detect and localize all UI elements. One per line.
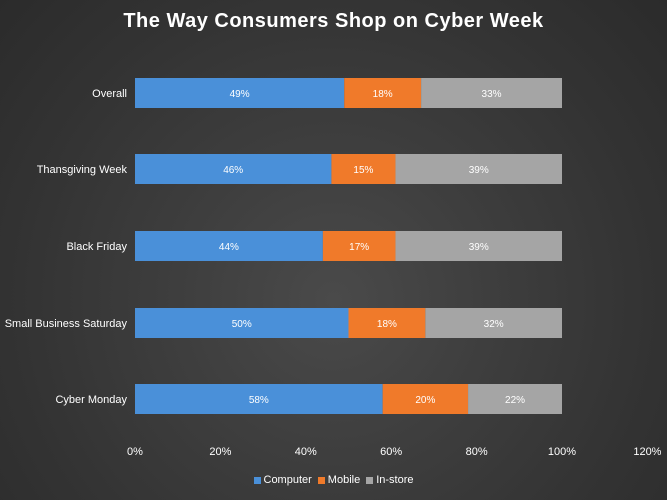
data-label: 32% — [484, 319, 504, 330]
category-label: Overall — [92, 88, 127, 100]
bar-segment-mobile — [382, 384, 469, 414]
legend-label: In-store — [376, 474, 414, 486]
data-label: 49% — [230, 89, 250, 100]
data-label: 18% — [373, 89, 393, 100]
category-label: Thansgiving Week — [37, 164, 128, 176]
legend-swatch — [253, 476, 261, 484]
legend-label: Mobile — [327, 474, 361, 486]
data-label: 20% — [415, 395, 435, 406]
bar-segment-in-store — [395, 154, 562, 184]
category-label: Cyber Monday — [55, 394, 127, 406]
legend-swatch — [366, 476, 374, 484]
x-tick-label: 80% — [466, 446, 488, 458]
data-label: 50% — [232, 319, 252, 330]
data-label: 39% — [469, 242, 489, 253]
legend-item-in-store: In-store — [366, 474, 414, 486]
chart-title: The Way Consumers Shop on Cyber Week — [123, 10, 544, 32]
data-label: 33% — [482, 89, 502, 100]
bar-segment-computer — [135, 308, 349, 338]
legend-item-mobile: Mobile — [317, 474, 361, 486]
bar-segment-computer — [135, 154, 332, 184]
x-tick-label: 20% — [209, 446, 231, 458]
data-label: 39% — [469, 165, 489, 176]
bar-segment-computer — [135, 384, 383, 414]
bar-segment-mobile — [344, 78, 422, 108]
bar-segment-mobile — [348, 308, 426, 338]
x-tick-label: 100% — [548, 446, 576, 458]
bar-segment-mobile — [322, 231, 396, 261]
bar-segment-mobile — [331, 154, 396, 184]
x-tick-label: 40% — [295, 446, 317, 458]
bar-segment-in-store — [421, 78, 562, 108]
data-label: 18% — [377, 319, 397, 330]
category-label: Small Business Saturday — [5, 318, 128, 330]
legend-item-computer: Computer — [253, 474, 312, 486]
x-tick-label: 60% — [380, 446, 402, 458]
bar-segment-in-store — [395, 231, 562, 261]
data-label: 17% — [349, 242, 369, 253]
x-tick-label: 120% — [633, 446, 661, 458]
data-label: 22% — [505, 395, 525, 406]
bar-segment-computer — [135, 78, 345, 108]
legend-swatch — [317, 476, 325, 484]
data-label: 15% — [353, 165, 373, 176]
x-tick-label: 0% — [127, 446, 143, 458]
legend: Computer Mobile In-store — [0, 474, 667, 486]
data-label: 44% — [219, 242, 239, 253]
legend-label: Computer — [263, 474, 312, 486]
data-label: 46% — [223, 165, 243, 176]
category-label: Black Friday — [66, 241, 127, 253]
bar-segment-in-store — [425, 308, 562, 338]
bar-segment-in-store — [468, 384, 562, 414]
bar-segment-computer — [135, 231, 323, 261]
data-label: 58% — [249, 395, 269, 406]
